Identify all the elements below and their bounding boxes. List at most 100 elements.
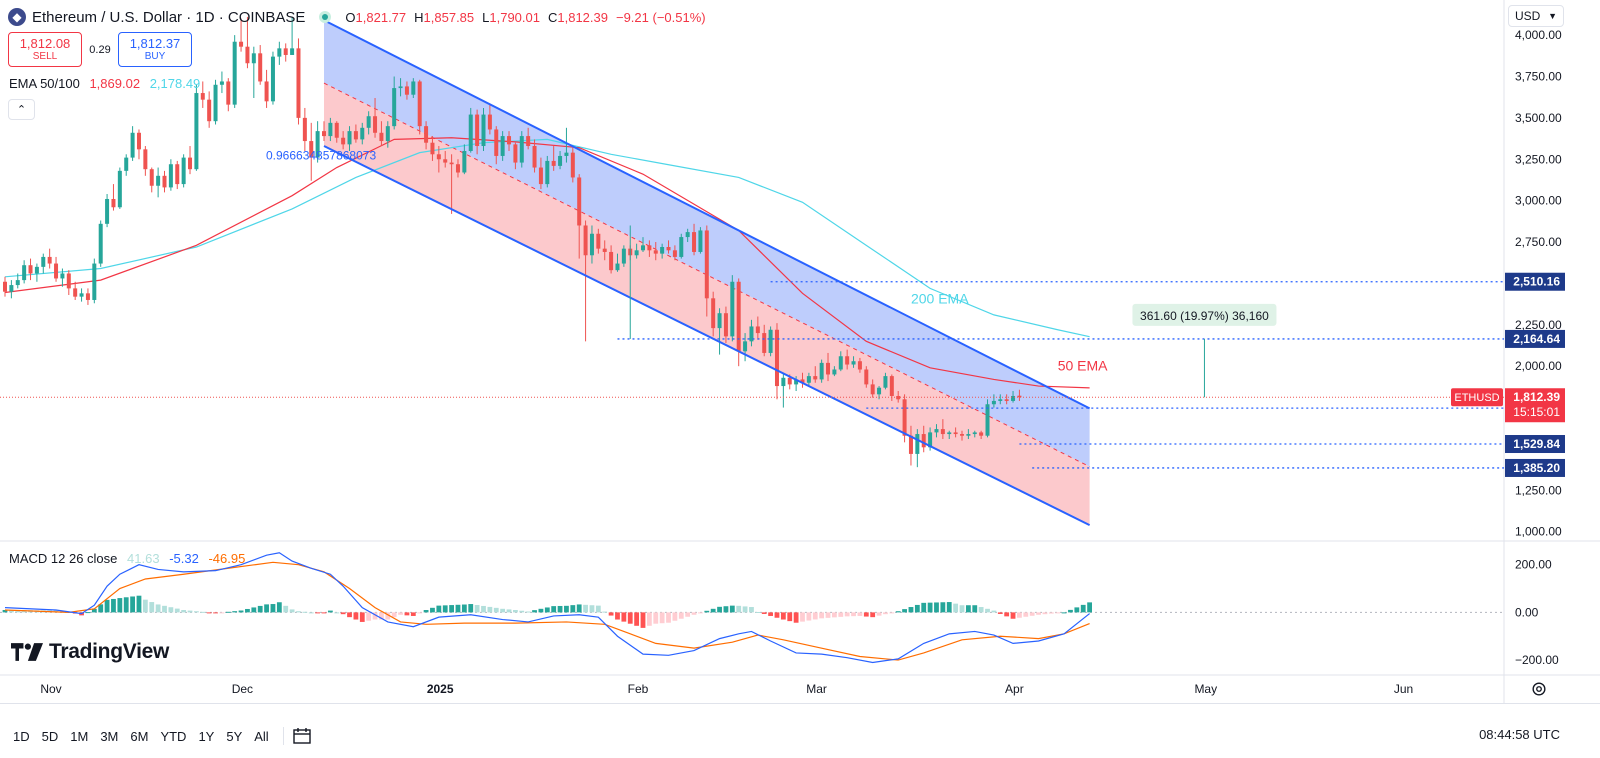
tradingview-logo[interactable]: TradingView	[11, 640, 169, 664]
candle-up	[398, 78, 403, 97]
macd-histogram-bar	[1074, 607, 1080, 613]
candle-down	[424, 121, 429, 150]
utc-clock[interactable]: 08:44:58 UTC	[1479, 727, 1560, 742]
macd-histogram-bar	[672, 612, 678, 621]
range-6m[interactable]: 6M	[130, 728, 149, 744]
candle-up	[998, 394, 1003, 405]
range-1d[interactable]: 1D	[13, 728, 30, 744]
candle-down	[1017, 389, 1022, 401]
candle-down	[494, 126, 499, 165]
candle-up	[181, 154, 186, 188]
macd-histogram-bar	[557, 605, 563, 613]
range-1y[interactable]: 1Y	[198, 728, 215, 744]
ohlc-high: H1,857.85	[414, 9, 475, 25]
candle-up	[794, 376, 799, 392]
macd-histogram-bar	[449, 605, 454, 613]
candle-down	[711, 291, 716, 337]
macd-histogram-bar	[270, 604, 276, 613]
macd-histogram-bar	[423, 610, 429, 613]
macd-line	[4, 552, 1090, 664]
macd-histogram-bar	[1080, 604, 1086, 613]
macd-histogram-bar	[123, 597, 129, 613]
macd-histogram-bar	[602, 611, 608, 613]
price-tick-label: 1,000.00	[1515, 525, 1562, 539]
macd-histogram-bar	[551, 606, 557, 613]
macd-histogram-bar	[174, 608, 180, 613]
candle-down	[449, 154, 454, 214]
range-5y[interactable]: 5Y	[226, 728, 243, 744]
candle-up	[806, 372, 811, 387]
ema-legend[interactable]: EMA 50/100 1,869.02 2,178.49	[9, 76, 200, 91]
macd-histogram-bar	[895, 611, 901, 613]
candle-up	[156, 167, 161, 198]
range-5d[interactable]: 5D	[41, 728, 59, 744]
candle-up	[500, 131, 505, 161]
macd-histogram-bar	[1017, 612, 1022, 618]
candle-up	[105, 194, 110, 228]
candle-down	[889, 374, 894, 401]
macd-histogram-bar	[965, 605, 971, 613]
calendar-range-icon[interactable]	[292, 727, 312, 745]
price-tick-label: 3,500.00	[1515, 111, 1562, 125]
ohlc-close: C1,812.39	[547, 9, 608, 25]
candle-up	[15, 273, 20, 289]
candle-up	[251, 46, 256, 99]
range-all[interactable]: All	[254, 728, 269, 744]
macd-histogram-bar	[117, 598, 123, 613]
macd-histogram-bar	[347, 612, 352, 618]
macd-histogram-bar	[340, 612, 346, 615]
candle-down	[813, 366, 818, 383]
candle-down	[1004, 394, 1009, 405]
current-price-tag-bg	[1505, 388, 1565, 423]
symbol-title[interactable]: Ethereum / U.S. Dollar · 1D · COINBASE	[32, 8, 306, 26]
candle-down	[487, 104, 492, 135]
time-tick-label: May	[1194, 682, 1217, 696]
candle-up	[41, 253, 46, 274]
price-level-label: 2,164.64	[1513, 332, 1560, 346]
macd-histogram-bar	[187, 610, 193, 613]
candle-up	[277, 41, 282, 65]
candle-down	[704, 225, 709, 317]
macd-legend[interactable]: MACD 12 26 close 41.63 -5.32 -46.95	[9, 551, 245, 566]
candle-down	[3, 276, 7, 297]
macd-histogram-bar	[442, 605, 448, 613]
macd-histogram-bar	[500, 608, 506, 613]
macd-histogram-bar	[519, 610, 525, 613]
candle-down	[577, 174, 582, 259]
macd-histogram-bar	[959, 605, 965, 613]
gear-icon[interactable]	[1530, 680, 1548, 698]
candle-up	[60, 268, 65, 287]
sell-price: 1,812.08	[19, 36, 71, 51]
macd-histogram-bar	[774, 612, 780, 618]
macd-histogram-bar	[640, 612, 646, 628]
candle-up	[717, 308, 722, 355]
channel-upper-line	[323, 19, 1091, 410]
candle-down	[149, 167, 154, 193]
candle-down	[309, 122, 314, 181]
candle-down	[653, 242, 658, 261]
sell-button[interactable]: 1,812.08 SELL	[8, 32, 82, 67]
range-3m[interactable]: 3M	[100, 728, 119, 744]
macd-legend-label: MACD 12 26 close	[9, 551, 118, 566]
candle-up	[564, 127, 569, 163]
candle-up	[168, 159, 173, 191]
candle-down	[430, 136, 435, 161]
candle-up	[34, 263, 39, 282]
ethereum-icon: ◆	[8, 8, 26, 26]
range-1m[interactable]: 1M	[70, 728, 89, 744]
macd-histogram-bar	[595, 605, 601, 613]
candle-up	[411, 78, 416, 99]
macd-histogram-bar	[1048, 612, 1054, 614]
macd-histogram-bar	[15, 610, 21, 613]
range-ytd[interactable]: YTD	[160, 728, 187, 744]
macd-histogram-bar	[372, 612, 378, 620]
currency-select[interactable]: USD ▼	[1508, 5, 1564, 27]
macd-histogram-bar	[289, 609, 295, 613]
collapse-legend-button[interactable]: ⌃	[8, 99, 35, 120]
buy-button[interactable]: 1,812.37 BUY	[118, 32, 192, 67]
ohlc-low: L1,790.01	[482, 9, 540, 25]
ema-50-value: 1,869.02	[89, 76, 141, 91]
measure-label: 361.60 (19.97%) 36,160	[1140, 309, 1269, 323]
macd-tick-label: 0.00	[1515, 605, 1539, 619]
